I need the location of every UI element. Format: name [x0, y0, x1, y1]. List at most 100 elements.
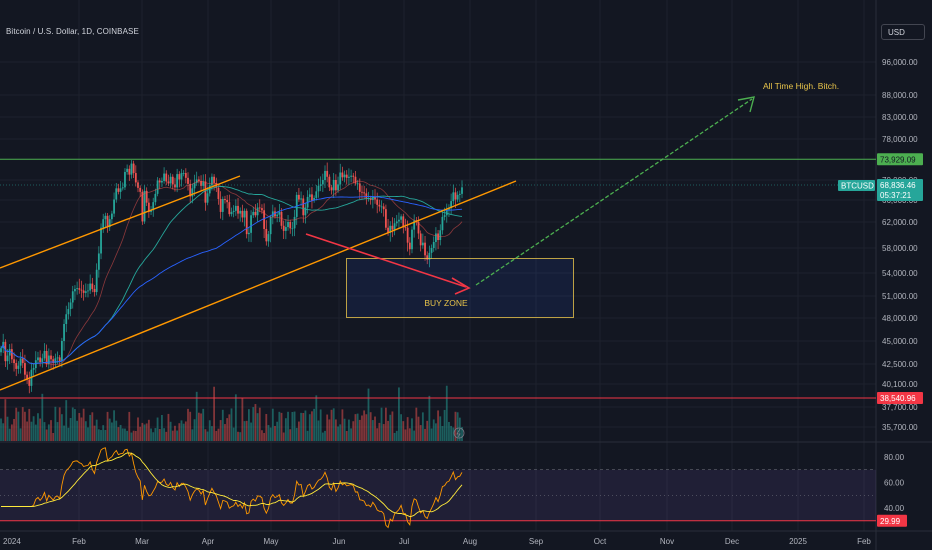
volume-bar — [95, 419, 98, 441]
candle-body — [421, 242, 424, 246]
candle-body — [395, 221, 398, 224]
candle-body — [176, 174, 179, 188]
up-arrow-head — [737, 96, 755, 113]
volume-bar — [354, 414, 357, 441]
buy-zone-box — [346, 258, 574, 318]
volume-bar — [15, 407, 18, 441]
candle-body — [124, 171, 126, 188]
candle-body — [32, 368, 35, 370]
volume-bar — [239, 432, 242, 441]
volume-bar — [206, 431, 209, 441]
candle-body — [71, 291, 74, 303]
volume-bar — [221, 409, 224, 441]
candle-body — [282, 225, 285, 231]
volume-bar — [41, 393, 44, 441]
volume-bar — [326, 414, 329, 441]
volume-bar — [313, 408, 316, 441]
symbol-title: Bitcoin / U.S. Dollar, 1D, COINBASE — [6, 27, 139, 36]
volume-bar — [330, 409, 333, 441]
volume-bar — [163, 428, 165, 441]
candle-body — [252, 211, 255, 216]
candle-body — [202, 181, 205, 186]
candle-body — [276, 214, 279, 217]
volume-bar — [282, 432, 285, 441]
volume-bar — [395, 430, 398, 441]
candle-body — [58, 357, 61, 362]
candle-body — [330, 187, 333, 191]
volume-bar — [424, 428, 426, 441]
volume-bar — [37, 413, 39, 441]
candle-body — [293, 216, 296, 229]
time-axis-label: Jul — [399, 537, 409, 546]
candle-body — [417, 222, 420, 234]
volume-bar — [234, 394, 237, 441]
volume-bar — [28, 408, 31, 441]
time-axis-label: 2024 — [3, 537, 21, 546]
volume-bar — [278, 411, 281, 441]
volume-bar — [184, 421, 187, 441]
volume-bar — [439, 416, 442, 441]
candle-body — [298, 194, 300, 200]
candle-body — [337, 184, 339, 191]
down-arrow-head — [451, 277, 471, 295]
candle-body — [137, 182, 139, 188]
price-axis-tick: 58,000.00 — [882, 244, 918, 253]
volume-bar — [213, 386, 216, 441]
volume-bar — [430, 428, 433, 441]
candle-body — [113, 199, 115, 214]
volume-bar — [263, 432, 266, 441]
currency-button[interactable]: USD — [881, 24, 925, 40]
candle-body — [56, 357, 59, 359]
volume-bar — [306, 430, 309, 441]
volume-bar — [443, 409, 446, 441]
candle-body — [432, 241, 435, 248]
candle-body — [21, 358, 24, 364]
up-arrow-line — [475, 98, 753, 286]
candle-body — [167, 181, 170, 184]
volume-bar — [193, 419, 196, 441]
volume-bar — [128, 411, 131, 441]
time-axis-label: Apr — [202, 537, 215, 546]
candle-body — [165, 173, 168, 182]
volume-bar — [293, 411, 296, 441]
candle-body — [408, 242, 411, 250]
volume-bar — [417, 416, 420, 441]
volume-bar — [24, 411, 26, 441]
ma-20-line — [0, 180, 463, 366]
volume-bar — [350, 428, 352, 441]
volume-bar — [174, 425, 176, 441]
volume-bar — [432, 419, 435, 441]
volume-bar — [408, 428, 411, 441]
volume-bar — [113, 410, 115, 441]
volume-bar — [200, 413, 202, 441]
volume-bar — [367, 388, 370, 441]
volume-bar — [8, 428, 11, 441]
ma-100-line — [0, 195, 463, 365]
volume-bar — [280, 412, 283, 441]
volume-bar — [284, 418, 287, 441]
candle-body — [426, 255, 429, 260]
candle-body — [184, 173, 187, 178]
candle-body — [365, 193, 368, 199]
candle-body — [63, 323, 65, 341]
volume-bar — [456, 412, 459, 441]
candle-body — [108, 219, 111, 228]
volume-bar — [271, 408, 274, 441]
candle-body — [398, 219, 400, 222]
volume-bar — [76, 420, 79, 441]
volume-bar — [165, 431, 168, 441]
volume-bar — [169, 421, 172, 441]
price-axis-tick: 62,000.00 — [882, 218, 918, 227]
volume-bar — [461, 427, 463, 441]
candle-body — [393, 223, 396, 230]
volume-bar — [147, 419, 150, 441]
price-axis-tick: 51,000.00 — [882, 292, 918, 301]
volume-bar — [74, 409, 76, 441]
candle-body — [219, 198, 222, 212]
candle-body — [363, 192, 366, 194]
volume-bar — [448, 421, 450, 441]
rsi-line — [1, 447, 463, 529]
volume-bar — [189, 411, 192, 441]
time-axis-label: Mar — [135, 537, 149, 546]
